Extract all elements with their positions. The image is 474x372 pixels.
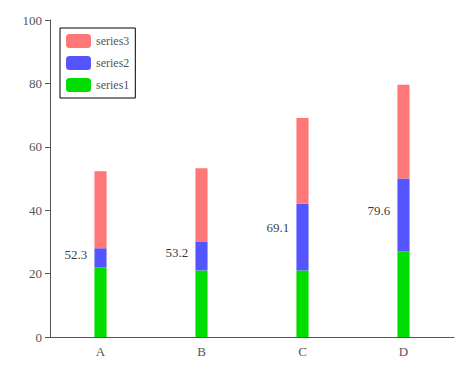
svg-text:80: 80 — [29, 76, 42, 91]
svg-text:series1: series1 — [96, 78, 129, 92]
svg-text:60: 60 — [29, 139, 42, 154]
svg-text:series2: series2 — [96, 56, 129, 70]
svg-text:A: A — [96, 344, 106, 359]
svg-text:53.2: 53.2 — [166, 245, 189, 260]
svg-text:40: 40 — [29, 203, 42, 218]
svg-text:69.1: 69.1 — [267, 220, 290, 235]
svg-text:series3: series3 — [96, 34, 129, 48]
svg-text:0: 0 — [36, 330, 43, 345]
svg-text:79.6: 79.6 — [368, 203, 391, 218]
svg-text:52.3: 52.3 — [65, 247, 88, 262]
svg-text:100: 100 — [23, 13, 43, 28]
svg-text:D: D — [399, 344, 408, 359]
svg-text:C: C — [298, 344, 307, 359]
svg-text:B: B — [197, 344, 206, 359]
svg-text:20: 20 — [29, 266, 42, 281]
